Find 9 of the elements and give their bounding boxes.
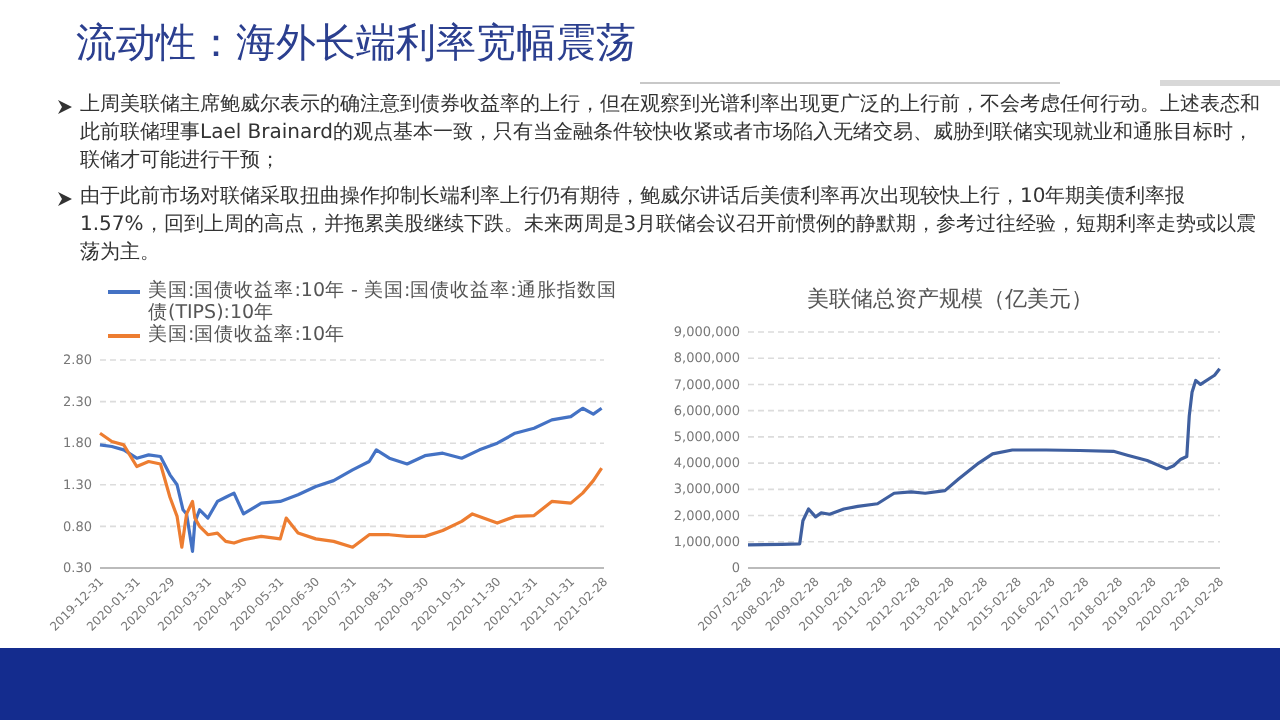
legend-label: 美国:国债收益率:10年 [148,324,345,346]
chart-title: 美联储总资产规模（亿美元） [805,284,1095,316]
text: 由于此前市场对联储采取扭曲操作抑制长端利率上行仍有期待，鲍威尔讲话后美债利率再次出现较快上行，10年期美债利率报1.57%，回到上周的高点，并拖累美股继续下跌。未来两周是3月联储会议召开前惯例的静默期，参考过往经验，短期利率走势或以震荡为主。 [80,186,1257,264]
legend-label: 美国:国债收益率:10年 - 美国:国债收益率:通胀指数国债(TIPS):10年 [148,280,619,324]
text: 流动性：海外长端利率宽幅震荡 [76,16,636,70]
line-series [98,431,604,549]
line-series [746,367,1222,547]
line-series [98,406,604,553]
text: 上周美联储主席鲍威尔表示的确注意到债券收益率的上行，但在观察到光谱利率出现更广泛的上行前，不会考虑任何行动。上述表态和此前联储理事Lael Brainard的观点基本一致，只有当金融条件较快收紧或者市场陷入无绪交易、威胁到联储实现就业和通胀目标时，联储才可能进行干预； [80,94,1260,172]
